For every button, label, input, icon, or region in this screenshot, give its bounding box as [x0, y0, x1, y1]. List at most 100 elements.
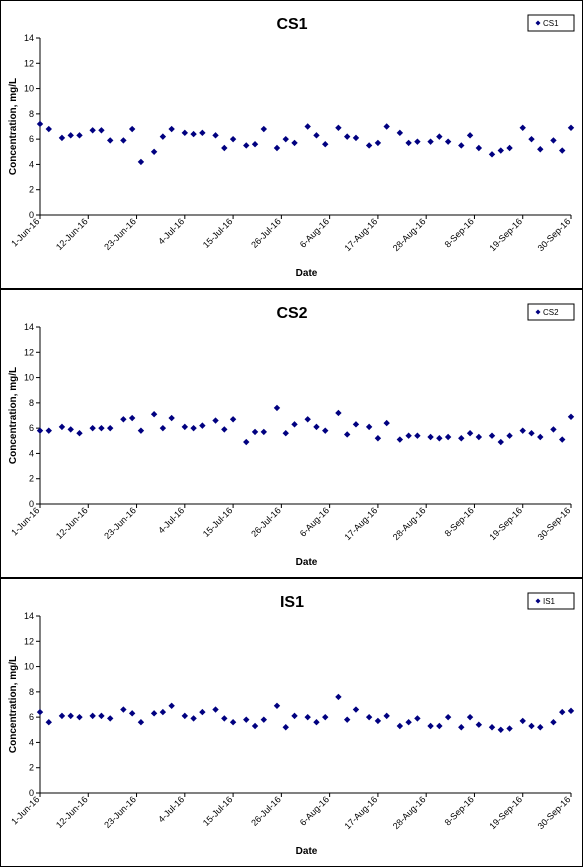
data-point	[304, 416, 311, 423]
x-tick-label: 12-Jun-16	[54, 794, 90, 830]
data-point	[89, 424, 96, 432]
data-point	[168, 702, 175, 709]
data-point	[458, 142, 465, 149]
data-point	[335, 124, 342, 131]
data-point	[212, 417, 219, 424]
y-tick-label: 4	[29, 448, 34, 458]
data-point	[343, 133, 351, 140]
y-tick-label: 10	[24, 662, 34, 672]
data-point	[528, 135, 535, 143]
y-tick-label: 8	[29, 398, 34, 408]
data-point	[528, 722, 535, 730]
data-point	[212, 706, 219, 713]
x-tick-label: 4-Jul-16	[156, 505, 186, 535]
x-tick-label: 28-Aug-16	[391, 216, 428, 253]
data-point	[559, 147, 566, 154]
x-tick-label: 4-Jul-16	[156, 216, 186, 246]
data-point	[181, 129, 189, 137]
data-point	[383, 712, 390, 720]
chart-cs2: CS2 0 2 4 6 8 10 12 14 1-Jun-16 12-Jun-16 23-Jun-16…	[8, 303, 575, 568]
data-point	[352, 421, 360, 428]
data-point	[436, 435, 443, 442]
y-tick-label: 14	[24, 33, 34, 43]
y-tick-label: 8	[29, 687, 34, 697]
data-point	[383, 419, 390, 427]
data-point	[559, 436, 566, 443]
data-point	[458, 435, 465, 442]
data-point	[559, 708, 566, 716]
x-tick-label: 8-Sep-16	[443, 216, 476, 249]
chart-is1: IS1 0 2 4 6 8 10 12 14 1-Jun-16 12-Jun-16 23-Jun-16…	[8, 592, 575, 857]
data-point	[76, 430, 83, 437]
x-tick-label: 23-Jun-16	[102, 505, 138, 541]
data-point	[45, 125, 52, 133]
data-point	[67, 712, 74, 720]
data-point	[550, 426, 557, 433]
data-point	[76, 132, 83, 139]
data-point	[89, 712, 96, 720]
legend-marker	[535, 20, 541, 26]
data-point	[260, 428, 268, 436]
y-axis-label: Concentration, mg/L	[8, 656, 19, 753]
data-point	[414, 715, 421, 722]
x-tick-label: 19-Sep-16	[487, 505, 524, 542]
data-point	[374, 139, 382, 147]
data-point	[414, 138, 421, 145]
x-tick-label: 15-Jul-16	[201, 216, 235, 250]
x-axis-label: Date	[296, 268, 318, 279]
x-tick-label: 1-Jun-16	[9, 505, 41, 537]
x-tick-label: 6-Aug-16	[298, 216, 331, 249]
x-tick-label: 19-Sep-16	[487, 794, 524, 831]
data-point	[282, 135, 289, 143]
legend-label: CS2	[543, 308, 559, 317]
x-axis-label: Date	[296, 846, 318, 857]
y-tick-label: 0	[29, 499, 34, 509]
legend-label: IS1	[543, 597, 556, 606]
data-point	[36, 708, 44, 716]
data-point	[383, 123, 390, 130]
data-point	[260, 125, 268, 133]
data-point	[243, 438, 250, 446]
data-point	[67, 426, 74, 433]
legend-label: CS1	[543, 19, 559, 28]
x-tick-label: 6-Aug-16	[298, 794, 331, 827]
y-tick-label: 14	[24, 611, 34, 621]
data-point	[282, 430, 289, 437]
legend-marker	[535, 598, 541, 604]
x-tick-label: 12-Jun-16	[54, 216, 90, 252]
chart-title: CS1	[276, 16, 307, 33]
y-axis-label: Concentration, mg/L	[8, 367, 19, 464]
data-point	[396, 722, 404, 730]
data-point	[352, 706, 360, 713]
data-point	[98, 424, 105, 432]
y-tick-label: 2	[29, 474, 34, 484]
data-point	[128, 710, 136, 717]
data-point	[466, 132, 474, 139]
data-point	[150, 148, 158, 155]
data-point	[159, 708, 167, 716]
data-point	[120, 137, 127, 144]
chart-title: CS2	[276, 305, 307, 322]
data-point	[137, 427, 145, 434]
data-point	[567, 707, 575, 715]
data-point	[466, 713, 474, 721]
x-tick-label: 26-Jul-16	[249, 216, 283, 250]
y-tick-label: 6	[29, 423, 34, 433]
data-point	[229, 719, 237, 726]
data-point	[58, 712, 66, 720]
y-tick-label: 0	[29, 210, 34, 220]
data-point	[190, 715, 197, 722]
data-point	[343, 716, 351, 723]
data-point	[436, 722, 443, 730]
data-point	[181, 423, 189, 431]
y-axis-label: Concentration, mg/L	[8, 78, 19, 175]
data-point	[313, 423, 320, 431]
data-point	[212, 132, 219, 139]
data-point	[107, 137, 114, 144]
data-point	[107, 715, 114, 722]
data-point	[58, 423, 66, 431]
x-tick-label: 17-Aug-16	[343, 216, 380, 253]
data-point	[159, 424, 167, 432]
data-point	[374, 435, 382, 442]
data-point	[488, 432, 496, 439]
